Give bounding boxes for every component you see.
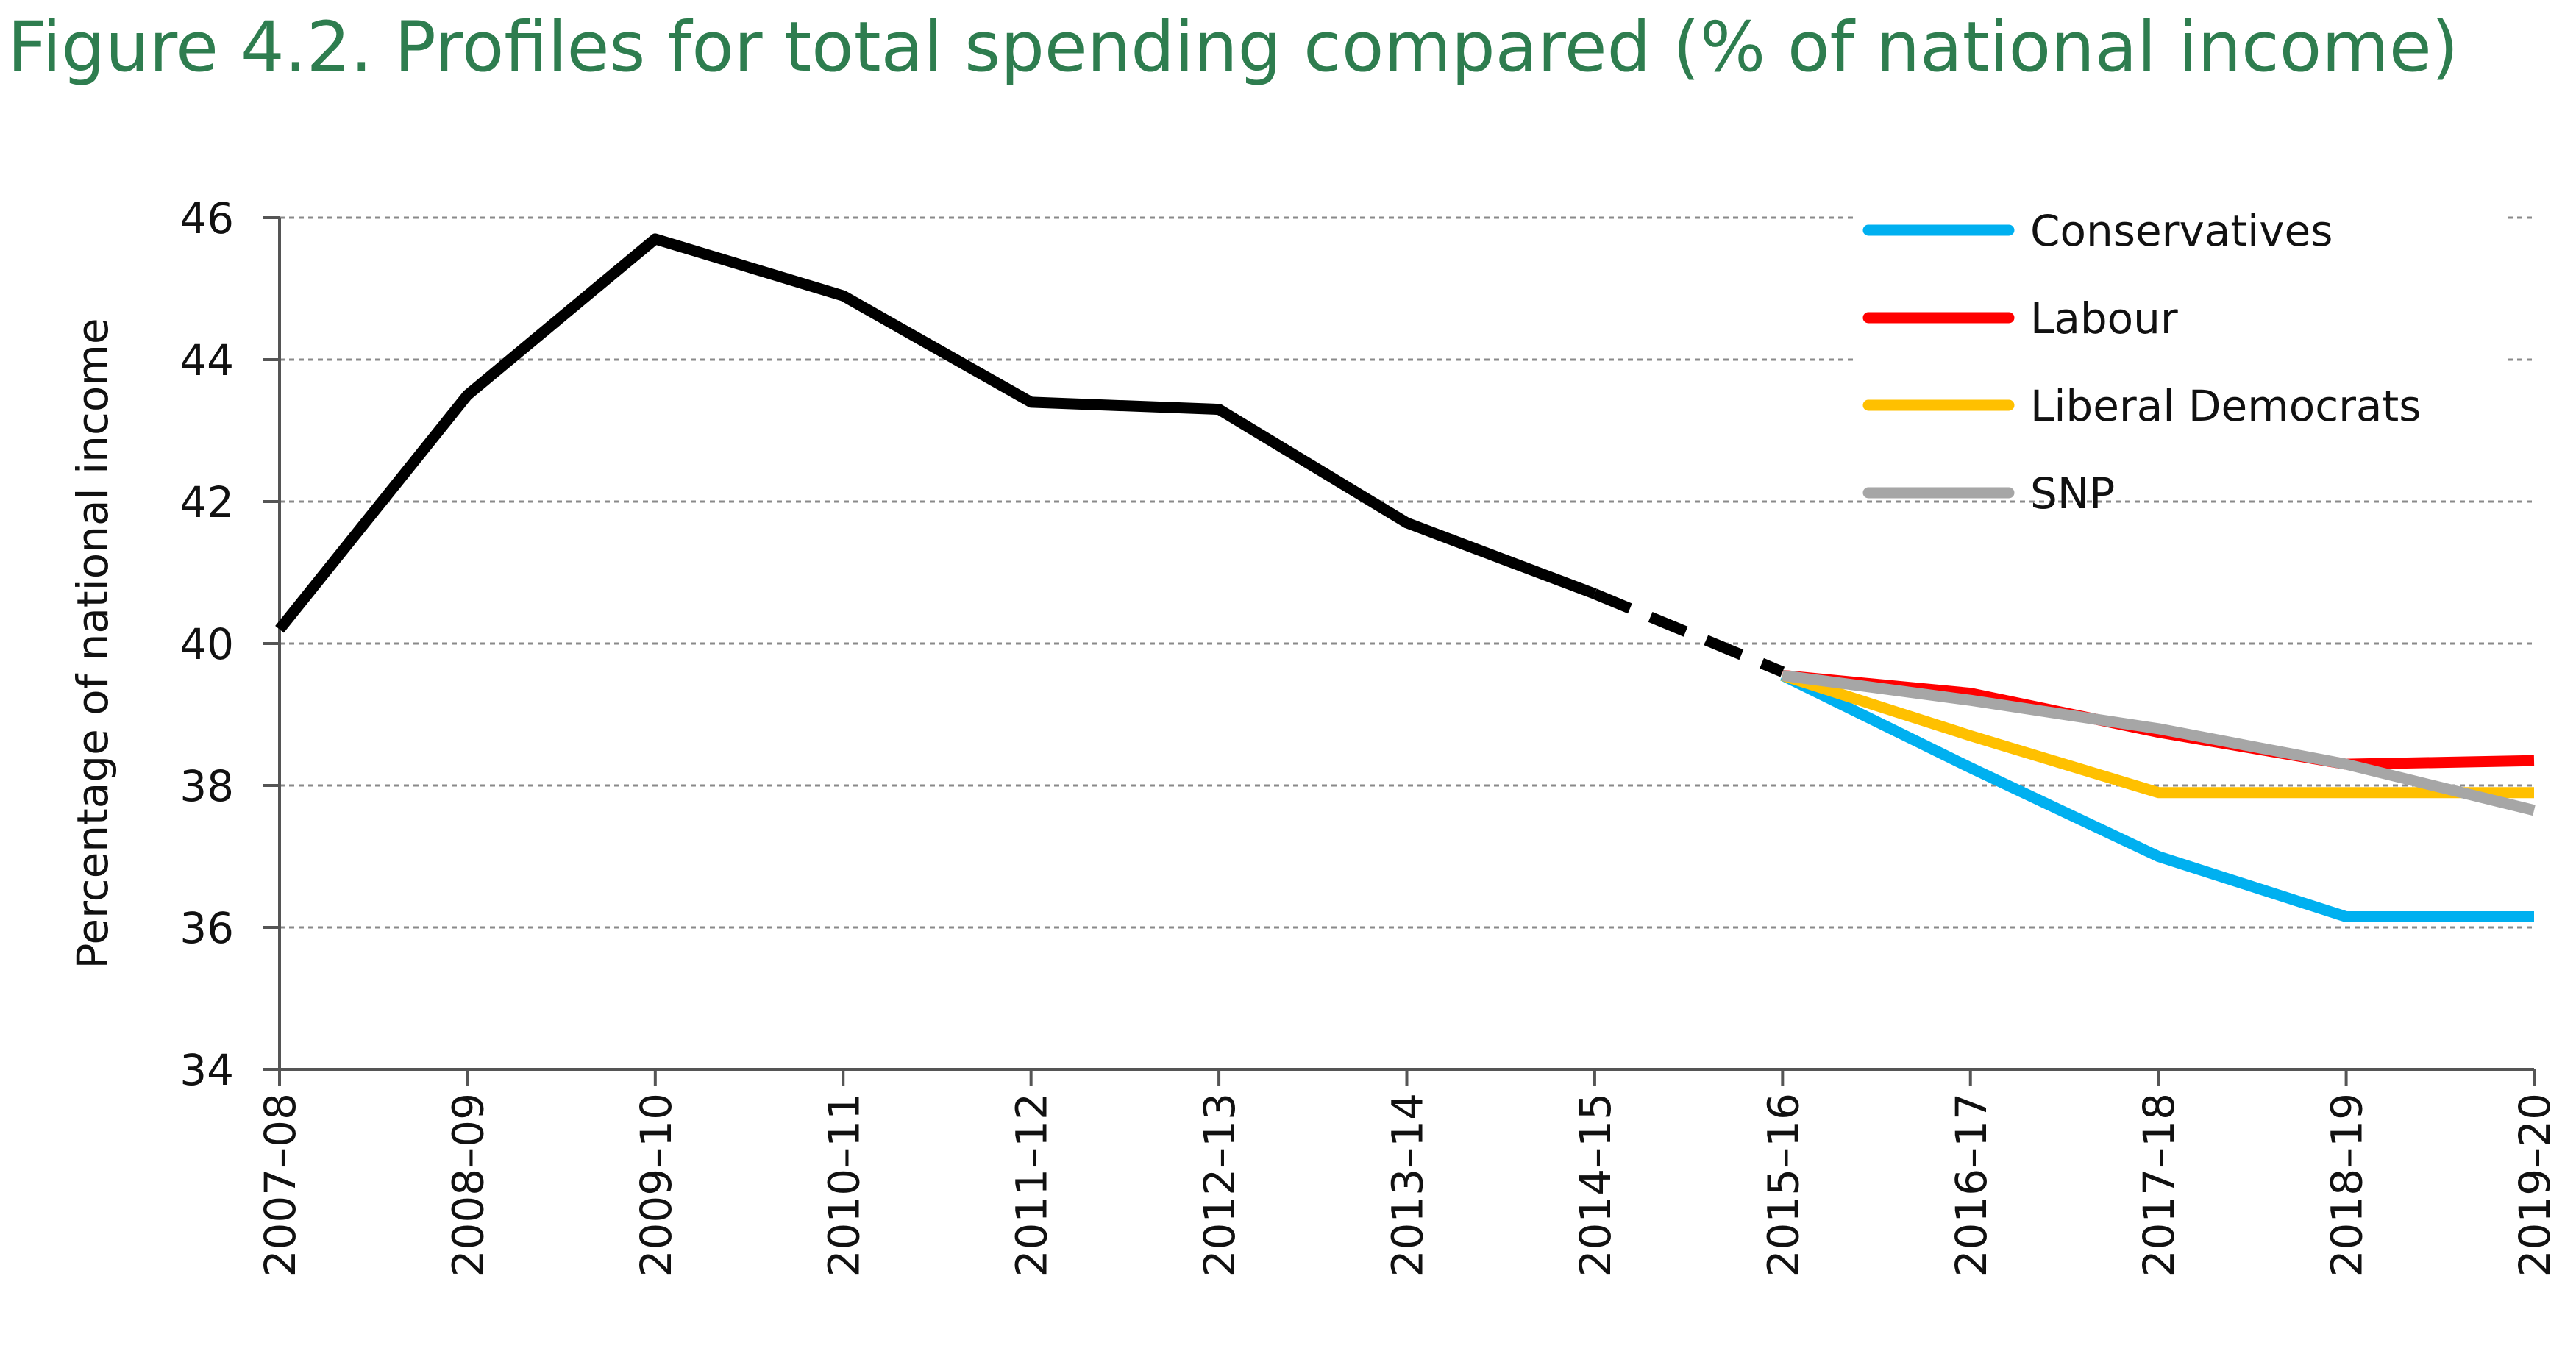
legend-box: [1854, 152, 2508, 496]
x-tick-label-2017-18: 2017–18: [2134, 1093, 2184, 1277]
legend-label-labour: Labour: [2030, 293, 2178, 343]
legend: Conservatives Labour Liberal Democrats SNP: [1854, 152, 2508, 518]
x-tick-label-2016-17: 2016–17: [1946, 1093, 1996, 1277]
series-lines: [275, 233, 2536, 922]
y-tick-label-46: 46: [179, 193, 234, 243]
historical-line-dashed: [1593, 588, 1785, 677]
x-tick-label-2019-20: 2019–20: [2510, 1093, 2560, 1277]
series-line-conservatives: [1779, 670, 2534, 922]
x-tick-label-2007-08: 2007–08: [255, 1093, 305, 1277]
x-tick-label-2011-12: 2011–12: [1007, 1093, 1057, 1277]
x-tick-label-2015-16: 2015–16: [1758, 1093, 1808, 1277]
x-tick-label-2013-14: 2013–14: [1383, 1093, 1433, 1277]
x-tick-label-2009-10: 2009–10: [631, 1093, 681, 1277]
x-tick-label-2008-09: 2008–09: [443, 1093, 493, 1277]
x-tick-label-2018-19: 2018–19: [2322, 1093, 2372, 1277]
series-line-liberal-democrats: [1781, 670, 2534, 799]
axes: 34 36 38 40 42 44 46 2007–08 2008–09 2009–10 2010–…: [68, 193, 2560, 1277]
x-tick-label-2014-15: 2014–15: [1570, 1093, 1620, 1277]
x-tick-label-2010-11: 2010–11: [819, 1093, 869, 1277]
y-tick-label-42: 42: [179, 477, 234, 527]
y-tick-label-34: 34: [179, 1045, 234, 1095]
historical-line-solid: [275, 233, 1597, 633]
y-tick-label-40: 40: [179, 619, 234, 669]
chart-title: Figure 4.2. Profiles for total spending …: [7, 7, 2459, 88]
legend-label-snp: SNP: [2030, 468, 2115, 518]
series-line-snp: [1782, 669, 2536, 816]
y-tick-label-38: 38: [179, 761, 234, 811]
legend-label-conservatives: Conservatives: [2030, 206, 2333, 256]
y-tick-label-44: 44: [179, 335, 234, 385]
legend-label-liberal-democrats: Liberal Democrats: [2030, 381, 2421, 431]
y-tick-label-36: 36: [179, 903, 234, 953]
x-tick-label-2012-13: 2012–13: [1195, 1093, 1245, 1277]
y-axis-label: Percentage of national income: [68, 318, 118, 969]
